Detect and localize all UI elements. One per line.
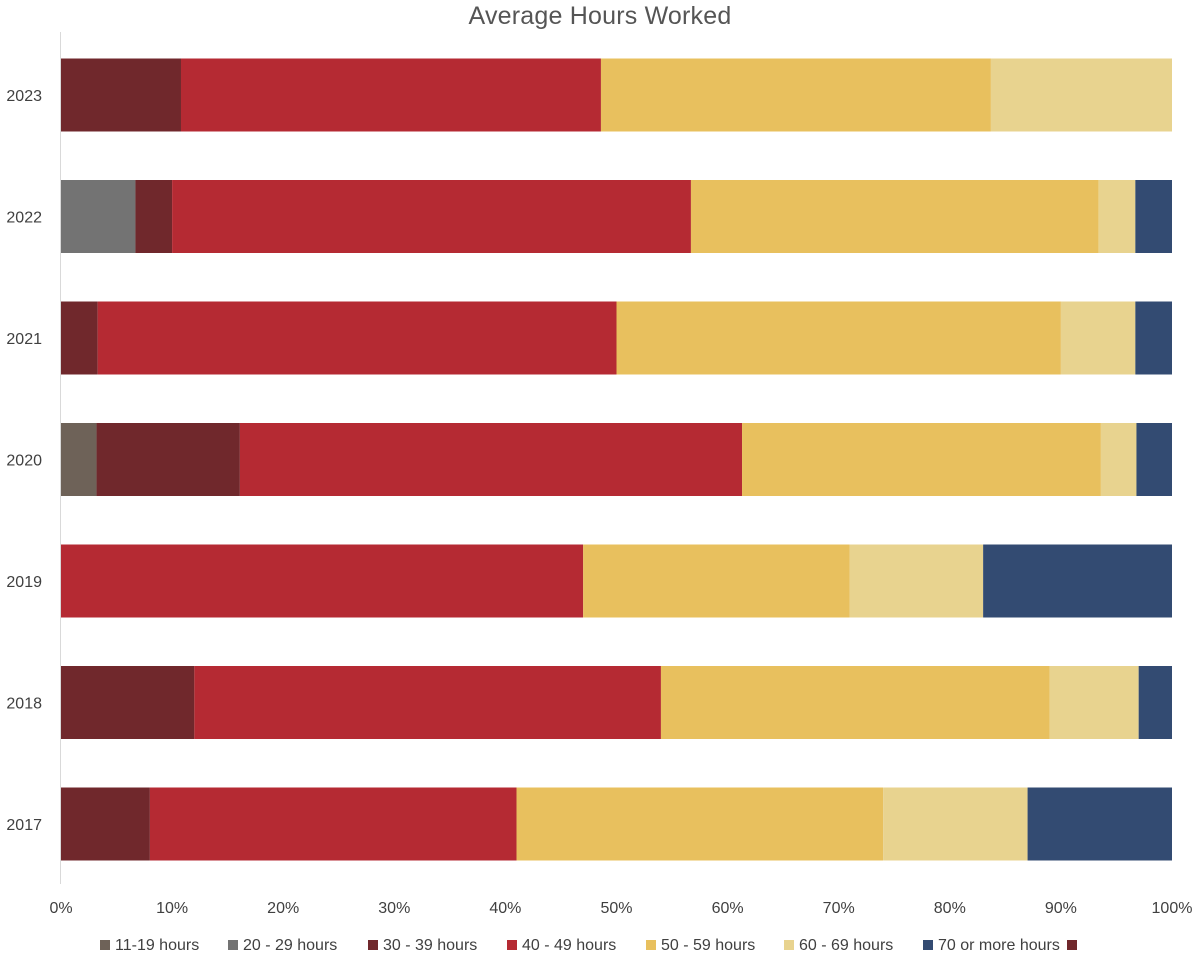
bar-2018-series-3 bbox=[194, 666, 661, 739]
y-tick-label: 2018 bbox=[6, 696, 42, 713]
chart-title: Average Hours Worked bbox=[468, 2, 732, 30]
bar-2017-series-6 bbox=[1027, 787, 1172, 861]
legend-label: 40 - 49 hours bbox=[522, 937, 616, 954]
bar-2018-series-5 bbox=[1049, 666, 1139, 739]
legend-swatch bbox=[228, 940, 238, 950]
legend-label: 60 - 69 hours bbox=[799, 937, 893, 954]
legend-swatch bbox=[368, 940, 378, 950]
x-tick-label: 70% bbox=[823, 900, 855, 917]
x-tick-label: 90% bbox=[1045, 900, 1077, 917]
bar-2023-series-3 bbox=[180, 58, 601, 132]
bar-2023-series-5 bbox=[990, 58, 1172, 132]
bar-2022-series-4 bbox=[690, 180, 1099, 253]
legend-label: 11-19 hours bbox=[115, 937, 199, 954]
bar-2021-series-2 bbox=[61, 301, 98, 375]
bar-2019-series-4 bbox=[583, 544, 850, 618]
bar-2017-series-5 bbox=[883, 787, 1028, 861]
bar-2020-series-3 bbox=[239, 423, 743, 496]
legend-swatch bbox=[646, 940, 656, 950]
x-tick-label: 20% bbox=[267, 900, 299, 917]
bar-2021-series-6 bbox=[1135, 301, 1172, 375]
bar-2021-series-4 bbox=[616, 301, 1061, 375]
bar-2019-series-6 bbox=[983, 544, 1172, 618]
bar-2022-series-2 bbox=[135, 180, 173, 253]
bar-2021-series-5 bbox=[1060, 301, 1136, 375]
legend-swatch bbox=[100, 940, 110, 950]
bar-2017-series-4 bbox=[516, 787, 884, 861]
y-tick-label: 2017 bbox=[6, 817, 42, 834]
legend-swatch bbox=[1067, 940, 1077, 950]
y-tick-label: 2023 bbox=[6, 88, 42, 105]
bar-2022-series-1 bbox=[61, 180, 136, 253]
y-tick-label: 2022 bbox=[6, 210, 42, 227]
y-tick-label: 2021 bbox=[6, 331, 42, 348]
bar-2019-series-5 bbox=[849, 544, 984, 618]
x-tick-label: 80% bbox=[934, 900, 966, 917]
bar-2018-series-6 bbox=[1138, 666, 1172, 739]
x-tick-label: 10% bbox=[156, 900, 188, 917]
bar-2017-series-2 bbox=[61, 787, 150, 861]
bar-2022-series-6 bbox=[1135, 180, 1172, 253]
x-tick-label: 50% bbox=[600, 900, 632, 917]
bar-2019-series-3 bbox=[61, 544, 584, 618]
bar-2020-series-2 bbox=[96, 423, 240, 496]
legend-label: 70 or more hours bbox=[938, 937, 1060, 954]
legend-swatch bbox=[923, 940, 933, 950]
bar-2018-series-4 bbox=[660, 666, 1050, 739]
x-tick-label: 30% bbox=[378, 900, 410, 917]
bar-2023-series-2 bbox=[61, 58, 181, 132]
x-tick-label: 100% bbox=[1152, 900, 1193, 917]
legend-swatch bbox=[507, 940, 517, 950]
bar-2021-series-3 bbox=[97, 301, 617, 375]
bar-2020-series-0 bbox=[61, 423, 97, 496]
y-tick-label: 2019 bbox=[6, 574, 42, 591]
bar-2023-series-4 bbox=[600, 58, 991, 132]
bar-2020-series-5 bbox=[1100, 423, 1137, 496]
legend-label: 30 - 39 hours bbox=[383, 937, 477, 954]
bar-2018-series-2 bbox=[61, 666, 195, 739]
x-tick-label: 0% bbox=[49, 900, 72, 917]
bar-2022-series-3 bbox=[172, 180, 691, 253]
x-tick-label: 40% bbox=[489, 900, 521, 917]
bar-2022-series-5 bbox=[1098, 180, 1136, 253]
legend-swatch bbox=[784, 940, 794, 950]
legend-label: 20 - 29 hours bbox=[243, 937, 337, 954]
bar-2017-series-3 bbox=[149, 787, 517, 861]
bar-2020-series-4 bbox=[742, 423, 1101, 496]
y-tick-label: 2020 bbox=[6, 453, 42, 470]
x-tick-label: 60% bbox=[712, 900, 744, 917]
legend-label: 50 - 59 hours bbox=[661, 937, 755, 954]
bar-2020-series-6 bbox=[1136, 423, 1172, 496]
